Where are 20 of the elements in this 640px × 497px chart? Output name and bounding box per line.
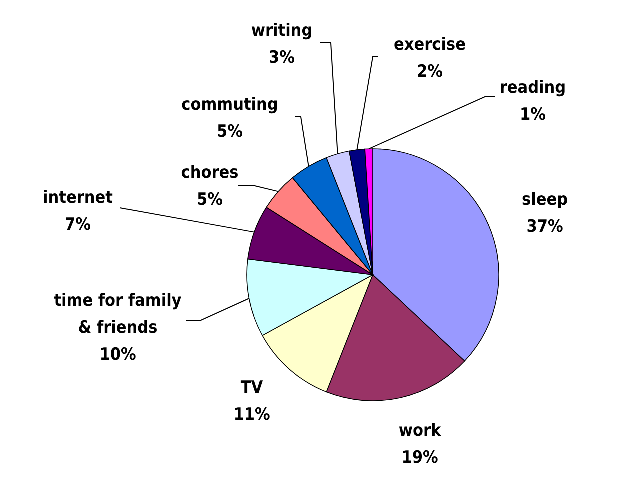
data-label: 3% [269, 48, 295, 68]
slice-label: time for family & friends [54, 291, 182, 338]
data-label: 19% [402, 448, 438, 468]
slice-label: writing [251, 21, 313, 41]
slice-label: sleep [522, 190, 568, 210]
slice-label: chores [181, 163, 239, 183]
data-label: 11% [234, 405, 270, 425]
data-label: 1% [520, 105, 546, 125]
slice-label: commuting [182, 95, 278, 115]
data-label: 37% [526, 217, 564, 237]
slice-label: internet [43, 188, 113, 208]
slice-label: reading [500, 78, 566, 98]
slice-label: TV [240, 378, 264, 398]
data-label: 2% [417, 62, 443, 82]
data-label: 5% [197, 190, 223, 210]
data-label: 5% [217, 122, 243, 142]
slice-label: work [398, 421, 442, 441]
slice-label: exercise [394, 35, 466, 55]
data-label: 10% [100, 345, 136, 365]
data-label: 7% [65, 215, 91, 235]
